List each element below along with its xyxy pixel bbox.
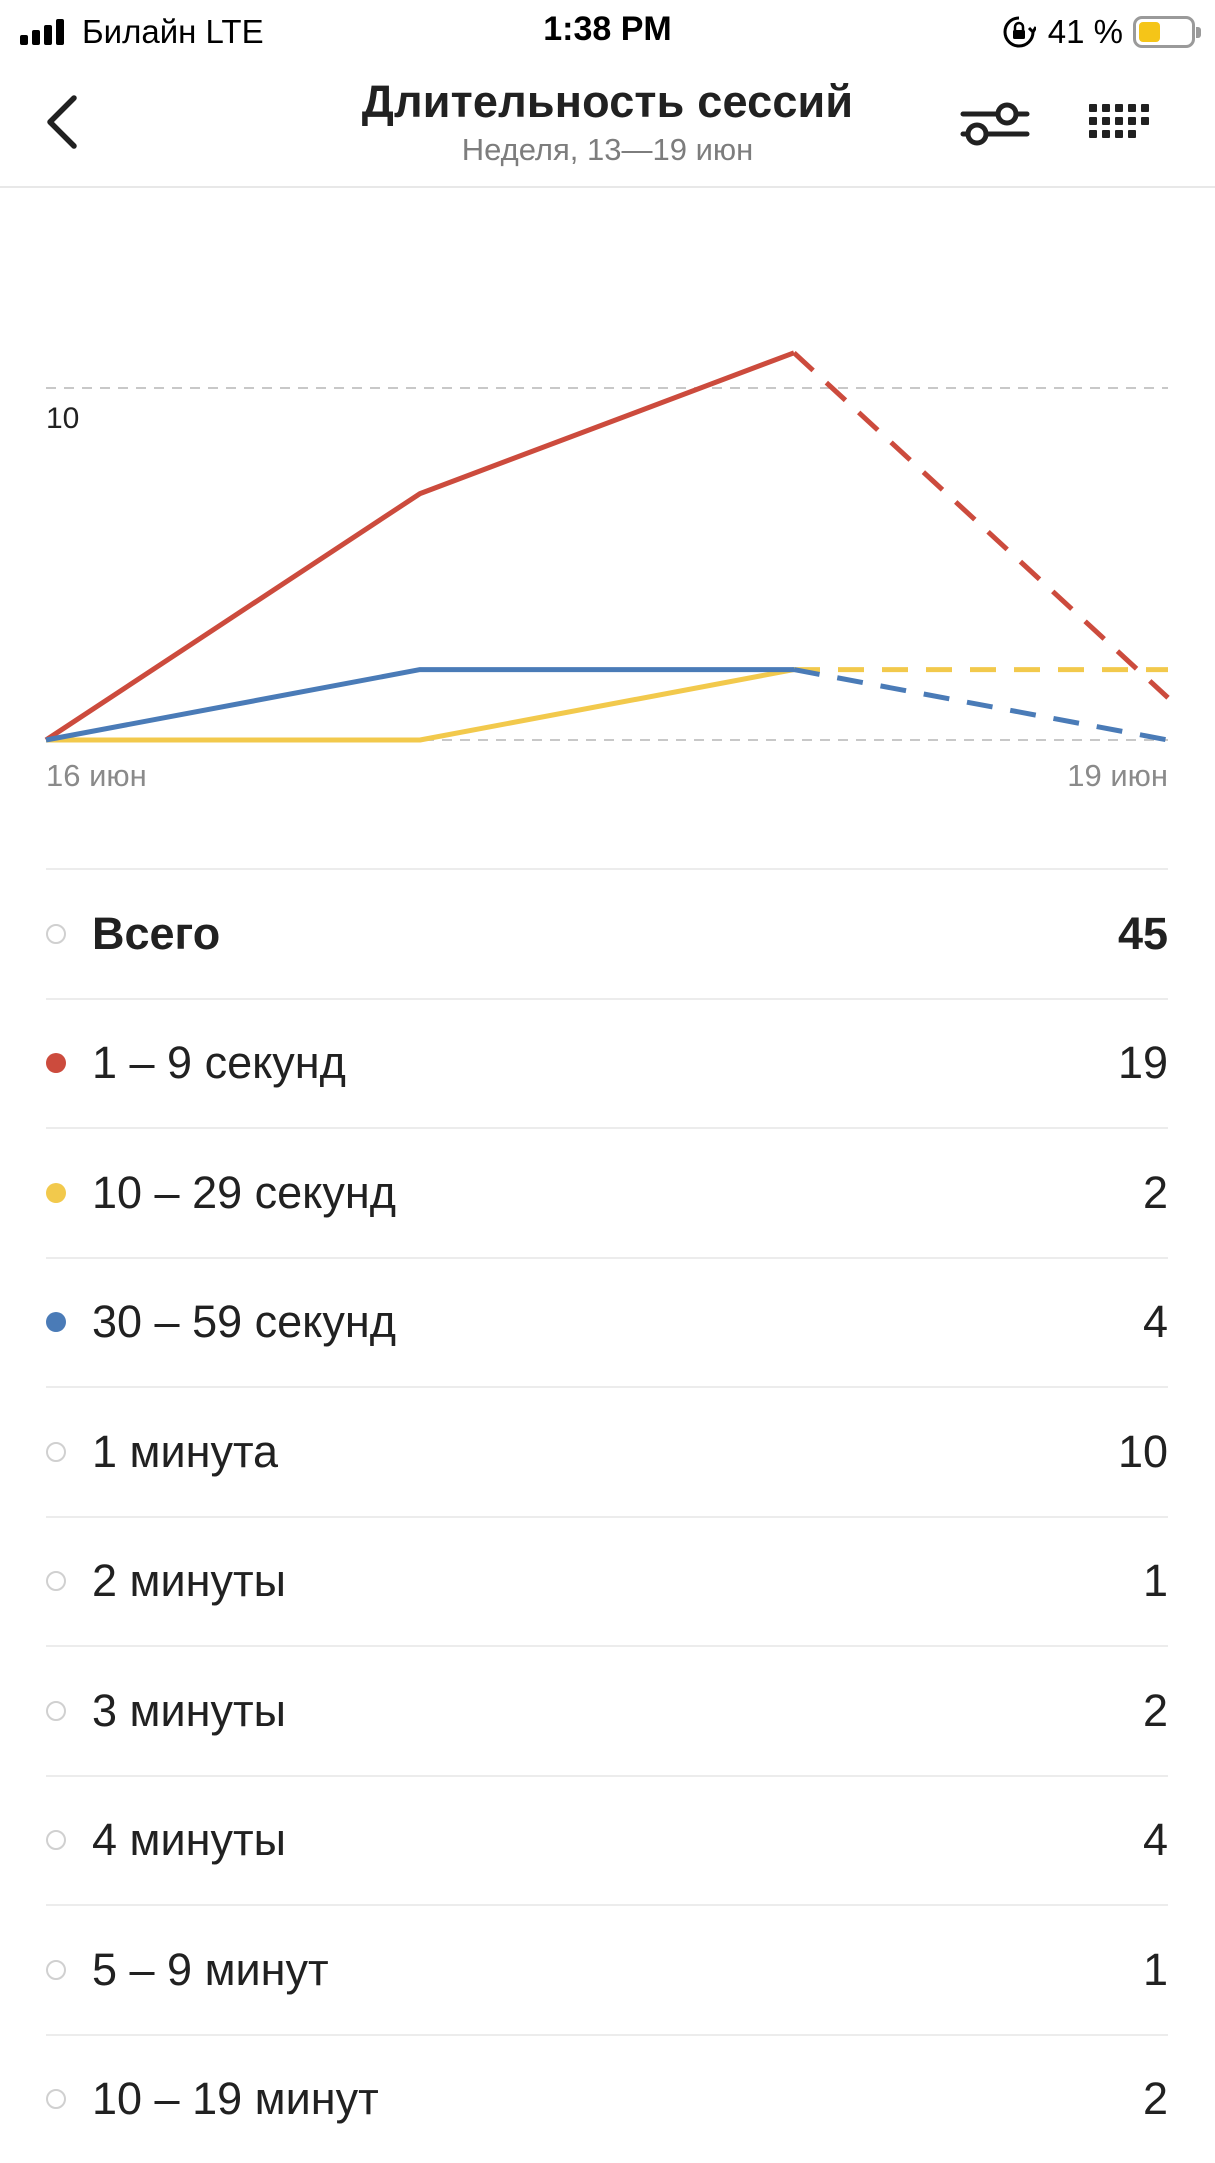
series-line-0 xyxy=(46,353,794,740)
list-item-value: 2 xyxy=(1143,2073,1168,2125)
grid-dot xyxy=(1115,104,1123,112)
list-item-label: 10 – 19 минут xyxy=(92,2073,1143,2125)
grid-dot xyxy=(1089,104,1097,112)
rotation-lock-icon xyxy=(1002,15,1036,49)
x-tick-label-end: 19 июн xyxy=(1067,758,1168,794)
series-toggle-dot[interactable] xyxy=(46,924,66,944)
list-item-label: 10 – 29 секунд xyxy=(92,1167,1143,1219)
series-toggle-dot[interactable] xyxy=(46,1571,66,1591)
series-toggle-dot[interactable] xyxy=(46,2089,66,2109)
series-toggle-dot[interactable] xyxy=(46,1053,66,1073)
list-item-value: 1 xyxy=(1143,1944,1168,1996)
list-item-value: 4 xyxy=(1143,1814,1168,1866)
status-bar: Билайн LTE 1:38 PM 41 % xyxy=(0,0,1215,62)
list-item-value: 2 xyxy=(1143,1167,1168,1219)
grid-dots-icon xyxy=(1085,92,1157,156)
list-item-label: 2 минуты xyxy=(92,1555,1143,1607)
list-item-label: Всего xyxy=(92,908,1118,960)
nav-header: Длительность сессий Неделя, 13—19 июн xyxy=(0,62,1215,188)
series-line-1 xyxy=(46,670,794,740)
battery-icon xyxy=(1133,16,1195,48)
series-toggle-dot[interactable] xyxy=(46,1442,66,1462)
y-tick-label: 10 xyxy=(46,402,79,436)
series-line-2 xyxy=(46,670,794,740)
series-forecast-2 xyxy=(794,670,1168,740)
grid-dot xyxy=(1141,104,1149,112)
list-item-value: 10 xyxy=(1118,1426,1168,1478)
grid-dot xyxy=(1102,104,1110,112)
series-toggle-dot[interactable] xyxy=(46,1183,66,1203)
grid-dot xyxy=(1089,130,1097,138)
list-item-label: 4 минуты xyxy=(92,1814,1143,1866)
series-forecast-0 xyxy=(794,353,1168,698)
list-item-label: 30 – 59 секунд xyxy=(92,1296,1143,1348)
grid-dot xyxy=(1115,117,1123,125)
status-right: 41 % xyxy=(1002,12,1195,52)
grid-dot xyxy=(1115,130,1123,138)
list-item-value: 1 xyxy=(1143,1555,1168,1607)
chart-canvas xyxy=(0,190,1215,830)
list-item-label: 1 минута xyxy=(92,1426,1118,1478)
list-item-label: 1 – 9 секунд xyxy=(92,1037,1118,1089)
series-toggle-dot[interactable] xyxy=(46,1830,66,1850)
grid-dot xyxy=(1102,130,1110,138)
grid-menu-button[interactable] xyxy=(1085,92,1157,156)
battery-percent: 41 % xyxy=(1048,13,1123,51)
list-item-value: 45 xyxy=(1118,908,1168,960)
grid-dot xyxy=(1102,117,1110,125)
list-item-label: 3 минуты xyxy=(92,1685,1143,1737)
grid-dot xyxy=(1141,117,1149,125)
grid-dot xyxy=(1089,117,1097,125)
filter-button[interactable] xyxy=(955,92,1035,156)
grid-dot xyxy=(1128,130,1136,138)
sliders-icon xyxy=(955,92,1035,156)
list-item-label: 5 – 9 минут xyxy=(92,1944,1143,1996)
series-toggle-dot[interactable] xyxy=(46,1960,66,1980)
list-item-value: 4 xyxy=(1143,1296,1168,1348)
line-chart: 10 16 июн 19 июн xyxy=(0,190,1215,830)
series-toggle-dot[interactable] xyxy=(46,1701,66,1721)
series-toggle-dot[interactable] xyxy=(46,1312,66,1332)
x-tick-label-start: 16 июн xyxy=(46,758,147,794)
grid-dot xyxy=(1128,117,1136,125)
list-item-value: 19 xyxy=(1118,1037,1168,1089)
list-item-value: 2 xyxy=(1143,1685,1168,1737)
grid-dot xyxy=(1128,104,1136,112)
